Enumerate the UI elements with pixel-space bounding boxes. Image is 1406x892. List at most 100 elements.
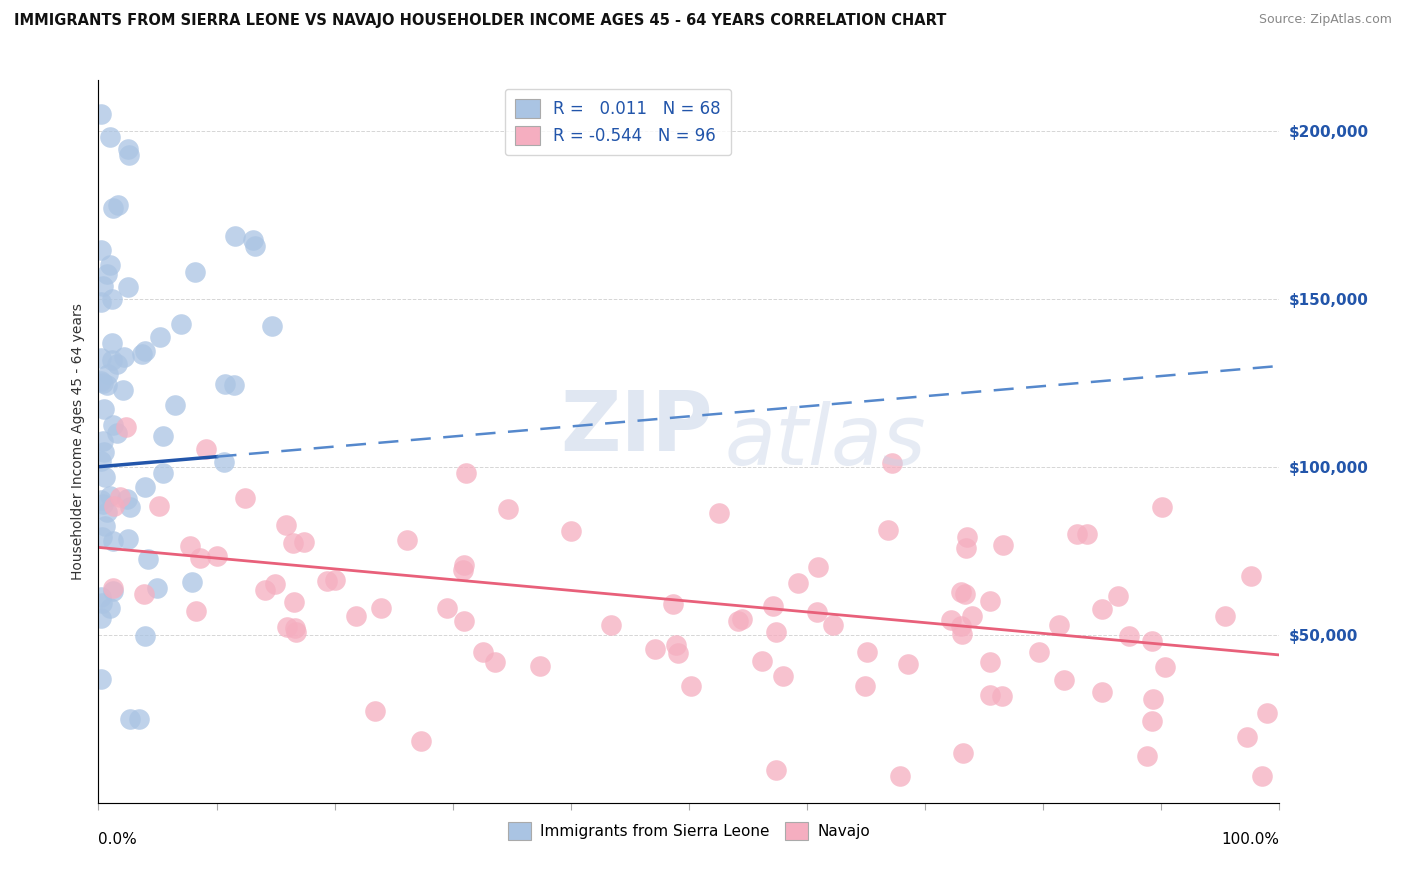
Point [96,267,118,281]
Point [195,442,218,456]
Point [103,499,125,513]
Point [90,351,112,365]
Point [115,419,138,434]
Point [222,378,245,392]
Point [101,336,124,351]
Point [101,534,124,549]
Point [953,587,976,601]
Point [472,645,495,659]
Point [979,594,1001,608]
Point [1091,685,1114,699]
Point [409,734,432,748]
Point [136,551,159,566]
Point [253,582,276,597]
Point [100,489,122,503]
Point [90,530,112,544]
Point [214,376,236,391]
Point [118,147,141,161]
Point [665,638,688,652]
Point [93,470,115,484]
Point [96,378,118,392]
Point [979,689,1001,703]
Point [1213,609,1236,624]
Point [1091,601,1114,615]
Point [453,558,475,572]
Point [484,655,506,669]
Point [316,574,339,588]
Point [233,491,256,505]
Point [1028,644,1050,658]
Point [370,601,392,615]
Point [1136,748,1159,763]
Point [855,645,877,659]
Text: atlas: atlas [724,401,927,482]
Point [90,672,112,686]
Point [1256,706,1278,721]
Point [855,679,877,693]
Point [205,549,228,563]
Point [96,505,118,519]
Point [103,201,125,215]
Point [950,627,973,641]
Point [889,769,911,783]
Point [117,279,139,293]
Point [344,608,367,623]
Point [90,611,112,625]
Text: 100.0%: 100.0% [1222,831,1279,847]
Point [1240,569,1263,583]
Point [949,585,972,599]
Point [323,573,346,587]
Point [529,659,551,673]
Point [882,456,904,470]
Point [90,374,112,388]
Point [284,621,307,635]
Point [132,587,155,601]
Point [131,347,153,361]
Point [91,497,114,511]
Point [179,539,201,553]
Point [101,584,124,599]
Point [243,239,266,253]
Point [98,130,121,145]
Point [600,618,623,632]
Text: Source: ZipAtlas.com: Source: ZipAtlas.com [1258,13,1392,27]
Point [120,500,142,514]
Point [93,402,115,417]
Point [117,143,139,157]
Point [284,625,307,640]
Point [786,576,808,591]
Point [224,228,246,243]
Point [807,560,830,574]
Point [560,524,582,539]
Point [363,704,385,718]
Point [107,198,129,212]
Point [242,233,264,247]
Point [451,563,474,577]
Point [496,502,519,516]
Point [1154,660,1177,674]
Point [170,318,193,332]
Point [1118,629,1140,643]
Point [101,418,124,433]
Point [395,533,418,548]
Point [1107,589,1129,603]
Point [1236,730,1258,744]
Point [128,712,150,726]
Point [181,575,204,590]
Point [897,657,920,672]
Point [263,577,285,591]
Point [114,350,136,364]
Point [955,541,977,555]
Point [281,535,304,549]
Point [105,357,128,371]
Point [145,581,167,595]
Point [727,615,749,629]
Point [436,600,458,615]
Point [117,532,139,546]
Point [1140,633,1163,648]
Text: 0.0%: 0.0% [98,831,138,847]
Point [90,453,112,467]
Point [111,383,134,397]
Legend: Immigrants from Sierra Leone, Navajo: Immigrants from Sierra Leone, Navajo [502,816,876,846]
Point [823,618,845,632]
